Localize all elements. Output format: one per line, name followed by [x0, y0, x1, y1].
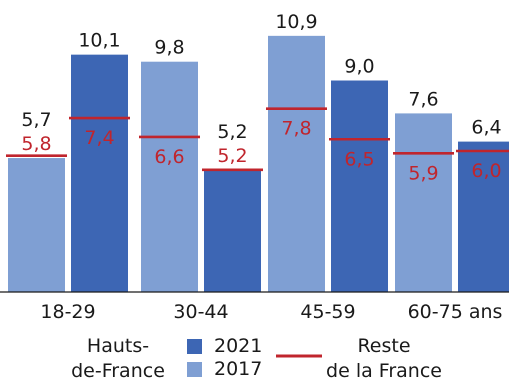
rest-of-france-label-2021-30-44: 5,2: [217, 145, 247, 167]
bar-2017-30-44: [141, 61, 198, 293]
bars-group: 5,75,8 10,1 7,4 9,8 6,6 5,25,2 10,9 7,8 9,0 6,5 7,…: [6, 11, 509, 293]
legend-region-label-line2: de-France: [71, 360, 165, 380]
legend-rest-label-line2: de la France: [326, 360, 442, 380]
x-tick-labels: 18-29 30-44 45-59 60-75 ans: [40, 301, 502, 323]
legend-label-2021: 2021: [214, 335, 262, 357]
bar-2017-60-75 ans: [395, 113, 452, 293]
legend-swatch-2017: [187, 362, 202, 377]
bar-2017-45-59: [268, 35, 325, 292]
rest-of-france-label-2017-60-75 ans: 5,9: [408, 162, 438, 184]
rest-of-france-label-2017-45-59: 7,8: [281, 118, 311, 140]
rest-of-france-label-2017-18-29: 5,8: [21, 133, 51, 155]
rest-of-france-label-2021-60-75 ans: 6,0: [471, 160, 501, 182]
value-label-2017-60-75 ans: 7,6: [408, 88, 438, 110]
value-label-2021-45-59: 9,0: [344, 56, 374, 78]
x-tick-label-60-75 ans: 60-75 ans: [408, 301, 503, 323]
value-label-2017-45-59: 10,9: [275, 11, 317, 33]
x-tick-label-18-29: 18-29: [40, 301, 95, 323]
legend-label-2017: 2017: [214, 358, 262, 380]
legend: Hauts- de-France 2021 2017 Reste de la F…: [71, 335, 442, 380]
x-tick-label-45-59: 45-59: [300, 301, 355, 323]
rest-of-france-label-2021-45-59: 6,5: [344, 148, 374, 170]
value-label-2017-30-44: 9,8: [154, 37, 184, 59]
bar-2021-45-59: [331, 80, 388, 292]
bar-2021-18-29: [71, 54, 128, 293]
legend-region-label-line1: Hauts-: [87, 335, 149, 357]
rest-of-france-label-2021-18-29: 7,4: [84, 127, 114, 149]
rest-of-france-label-2017-30-44: 6,6: [154, 146, 184, 168]
bar-2021-60-75 ans: [458, 141, 509, 292]
bar-2021-30-44: [204, 169, 261, 292]
value-label-2021-60-75 ans: 6,4: [471, 117, 501, 139]
x-tick-label-30-44: 30-44: [173, 301, 228, 323]
legend-rest-label-line1: Reste: [357, 335, 410, 357]
legend-swatch-2021: [187, 339, 202, 354]
value-label-2017-18-29: 5,7: [21, 109, 51, 131]
value-label-2021-18-29: 10,1: [78, 30, 120, 52]
value-label-2021-30-44: 5,2: [217, 121, 247, 143]
bar-2017-18-29: [8, 158, 65, 292]
